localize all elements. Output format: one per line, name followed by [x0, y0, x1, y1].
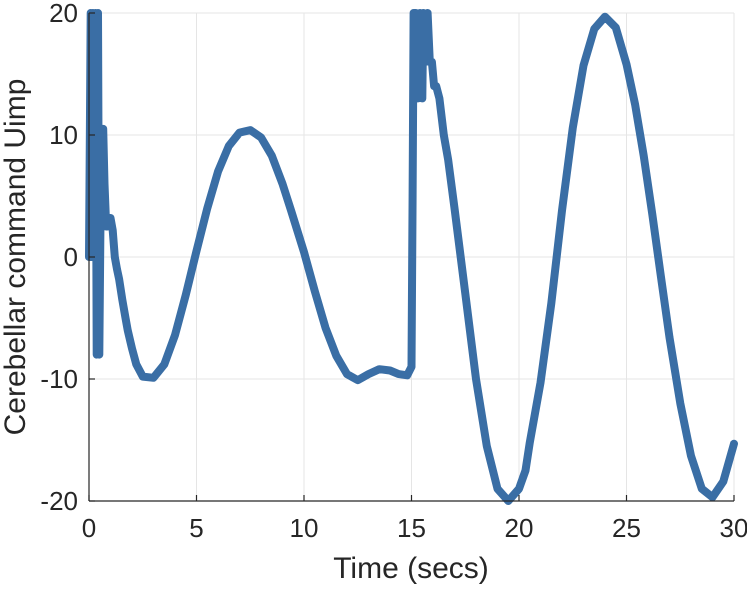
x-axis-label: Time (secs) [333, 552, 489, 585]
y-tick-label: 10 [49, 120, 78, 150]
x-tick-label: 15 [397, 513, 426, 543]
x-tick-label: 20 [505, 513, 534, 543]
series-line-0 [85, 9, 738, 505]
series-layer [85, 9, 738, 505]
axes-frame [88, 12, 735, 502]
x-tick-label: 25 [612, 513, 641, 543]
x-tick-label: 10 [290, 513, 319, 543]
tick-labels: 0 5 10 15 20 25 30 -20 -10 0 10 20 [40, 0, 747, 543]
y-tick-label: -20 [40, 486, 78, 516]
y-tick-label: -10 [40, 364, 78, 394]
x-tick-label: 5 [189, 513, 203, 543]
y-tick-label: 20 [49, 0, 78, 28]
x-tick-label: 0 [82, 513, 96, 543]
y-axis-label: Cerebellar command Uimp [0, 79, 32, 436]
x-tick-label: 30 [720, 513, 747, 543]
y-tick-label: 0 [64, 242, 78, 272]
